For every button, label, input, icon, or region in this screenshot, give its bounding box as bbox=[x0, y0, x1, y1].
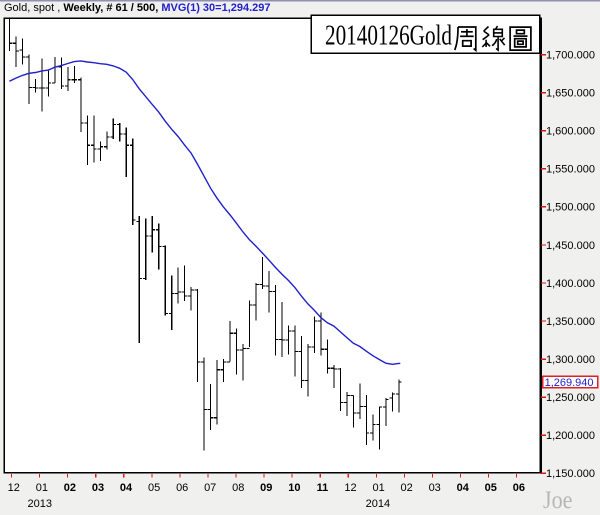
svg-text:08: 08 bbox=[232, 482, 244, 494]
svg-text:12: 12 bbox=[344, 482, 356, 494]
svg-text:03: 03 bbox=[429, 482, 441, 494]
svg-text:11: 11 bbox=[317, 482, 329, 494]
svg-text:20140126Gold: 20140126Gold bbox=[325, 21, 452, 52]
svg-text:Gold, spot , Weekly, # 61 / 50: Gold, spot , Weekly, # 61 / 500, MVG(1) … bbox=[4, 2, 271, 14]
svg-text:01: 01 bbox=[36, 482, 48, 494]
svg-text:05: 05 bbox=[148, 482, 160, 494]
svg-text:1,200.000: 1,200.000 bbox=[546, 430, 595, 442]
svg-text:06: 06 bbox=[176, 482, 188, 494]
svg-text:1,600.000: 1,600.000 bbox=[546, 126, 595, 138]
svg-text:1,350.000: 1,350.000 bbox=[546, 316, 595, 328]
svg-text:03: 03 bbox=[92, 482, 104, 494]
svg-text:2014: 2014 bbox=[366, 498, 390, 510]
svg-text:1,269.940: 1,269.940 bbox=[545, 377, 594, 389]
svg-text:1,150.000: 1,150.000 bbox=[546, 468, 595, 480]
svg-text:1,500.000: 1,500.000 bbox=[546, 202, 595, 214]
svg-text:10: 10 bbox=[288, 482, 300, 494]
svg-text:07: 07 bbox=[204, 482, 216, 494]
svg-text:Joe: Joe bbox=[543, 487, 573, 514]
svg-text:05: 05 bbox=[485, 482, 497, 494]
svg-text:02: 02 bbox=[64, 482, 76, 494]
svg-text:09: 09 bbox=[260, 482, 272, 494]
svg-text:01: 01 bbox=[372, 482, 384, 494]
svg-text:04: 04 bbox=[120, 482, 133, 494]
svg-text:2013: 2013 bbox=[28, 498, 52, 510]
svg-text:1,700.000: 1,700.000 bbox=[546, 50, 595, 62]
svg-text:1,250.000: 1,250.000 bbox=[546, 392, 595, 404]
svg-text:1,300.000: 1,300.000 bbox=[546, 354, 595, 366]
svg-text:1,650.000: 1,650.000 bbox=[546, 88, 595, 100]
svg-text:1,450.000: 1,450.000 bbox=[546, 240, 595, 252]
svg-text:1,400.000: 1,400.000 bbox=[546, 278, 595, 290]
svg-text:12: 12 bbox=[8, 482, 20, 494]
svg-text:04: 04 bbox=[457, 482, 470, 494]
svg-text:06: 06 bbox=[513, 482, 525, 494]
svg-text:02: 02 bbox=[400, 482, 412, 494]
svg-text:1,550.000: 1,550.000 bbox=[546, 164, 595, 176]
